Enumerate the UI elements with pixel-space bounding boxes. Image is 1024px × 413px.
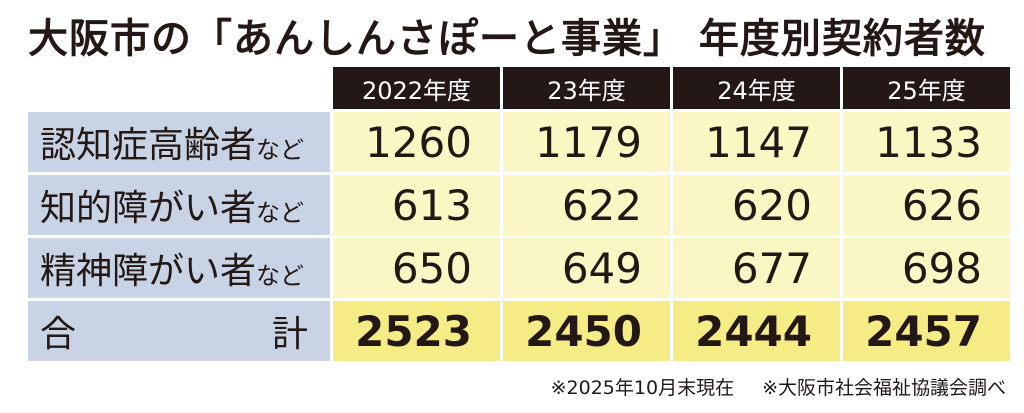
value-cell: 620 [673, 175, 840, 235]
total-label: 合計 [28, 301, 330, 361]
row-label-main: 認知症高齢者 [40, 125, 257, 166]
value-cell: 613 [333, 175, 500, 235]
corner-cell [28, 67, 330, 109]
note: ※2025年10月末現在 [550, 377, 735, 399]
value-cell: 1260 [333, 112, 500, 172]
value-cell: 1147 [673, 112, 840, 172]
row-label-suffix: など [256, 261, 305, 290]
value-cell: 1179 [503, 112, 670, 172]
row-label-suffix: など [256, 135, 305, 164]
title: 大阪市の「あんしんさぽーと事業」 年度別契約者数 [28, 16, 986, 62]
row-label-main: 精神障がい者 [40, 251, 257, 292]
value-cell: 677 [673, 238, 840, 298]
column-header: 24年度 [673, 67, 840, 109]
notes: ※2025年10月末現在 ※大阪市社会福祉協議会調べ [551, 373, 1006, 400]
value-cell: 626 [843, 175, 1010, 235]
value-cell: 1133 [843, 112, 1010, 172]
total-cell: 2457 [843, 301, 1010, 361]
column-header: 2022年度 [333, 67, 500, 109]
row-label-suffix: など [256, 198, 305, 227]
row-label: 認知症高齢者 など [28, 112, 330, 172]
note: ※大阪市社会福祉協議会調べ [762, 377, 1006, 399]
value-cell: 698 [843, 238, 1010, 298]
total-cell: 2450 [503, 301, 670, 361]
total-cell: 2444 [673, 301, 840, 361]
value-cell: 650 [333, 238, 500, 298]
value-cell: 649 [503, 238, 670, 298]
value-cell: 622 [503, 175, 670, 235]
row-label-main: 知的障がい者 [40, 188, 257, 229]
row-label: 知的障がい者 など [28, 175, 330, 235]
column-header: 23年度 [503, 67, 670, 109]
row-label: 精神障がい者 など [28, 238, 330, 298]
total-label-text: 合計 [40, 314, 308, 355]
total-cell: 2523 [333, 301, 500, 361]
table: 2022年度 23年度 24年度 25年度 認知症高齢者 など 1260 1179 1147 11… [28, 67, 1010, 361]
column-header: 25年度 [843, 67, 1010, 109]
